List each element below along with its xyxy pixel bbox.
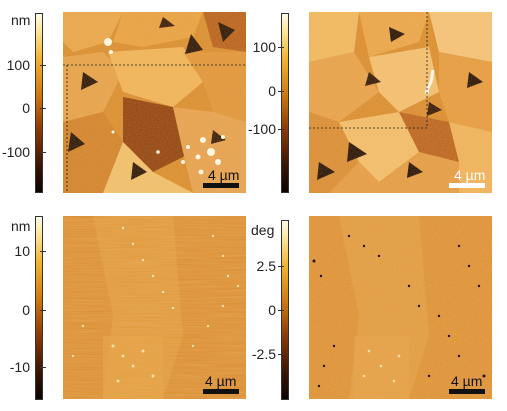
colorbar-tick-bottom-right-0: 2.5 (256, 258, 276, 274)
scale-label-top-right: 4 µm (454, 167, 486, 183)
afm-height-image-bottom-left: 4 µm (63, 216, 246, 399)
colorbar-tick-bottom-right-2: -2.5 (251, 346, 276, 362)
colorbar-height-top-left (35, 13, 43, 193)
scale-bar-top-left (203, 183, 239, 188)
scale-bar-bottom-left (203, 389, 239, 394)
colorbar-tick-top-left-2: -100 (1, 144, 30, 160)
colorbar-height-top-right (281, 13, 289, 193)
colorbar-unit-bottom-left: nm (11, 218, 31, 234)
colorbar-height-bottom-left (35, 216, 43, 400)
colorbar-unit-top-left: nm (11, 12, 31, 28)
scale-bar-bottom-right (449, 389, 485, 394)
afm-phase-image-bottom-right: 4 µm (309, 216, 492, 399)
colorbar-tick-bottom-right-1: 0 (268, 302, 276, 318)
scale-label-bottom-right: 4 µm (451, 373, 483, 389)
afm-height-image-top-right: 4 µm (309, 12, 492, 193)
colorbar-unit-bottom-right: deg (251, 222, 275, 238)
colorbar-tick-top-right-2: -100 (247, 121, 276, 137)
colorbar-tick-bottom-left-2: -10 (9, 359, 30, 375)
colorbar-tick-bottom-left-1: 0 (22, 302, 30, 318)
colorbar-tick-top-right-0: 100 (252, 39, 276, 55)
colorbar-tick-top-right-1: 0 (268, 83, 276, 99)
colorbar-tick-bottom-left-0: 10 (14, 243, 30, 259)
scale-label-top-left: 4 µm (208, 167, 240, 183)
scale-label-bottom-left: 4 µm (205, 373, 237, 389)
colorbar-tick-top-left-1: 0 (22, 100, 30, 116)
scale-bar-top-right (449, 183, 485, 188)
afm-height-image-top-left: 4 µm (63, 12, 246, 193)
colorbar-tick-top-left-0: 100 (6, 57, 30, 73)
